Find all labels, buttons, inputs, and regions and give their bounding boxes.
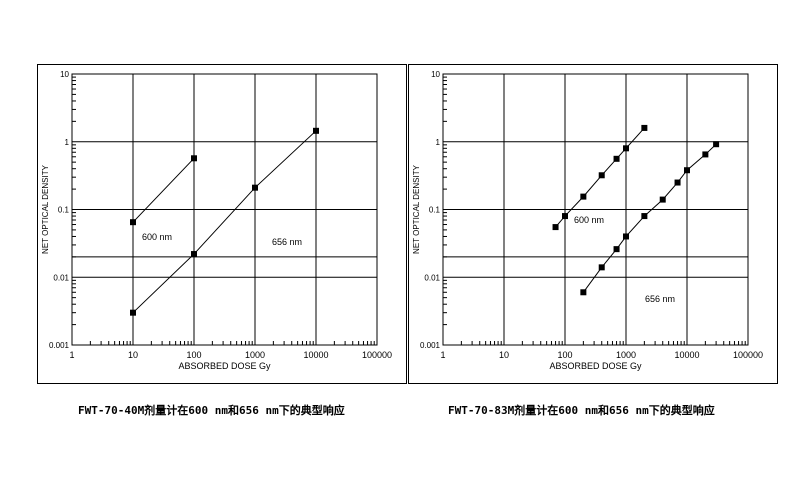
data-point: [684, 167, 690, 174]
chart-caption-left: FWT-70-40M剂量计在600 nm和656 nm下的典型响应: [78, 404, 345, 417]
series-1: 656 nm: [130, 127, 319, 316]
data-point: [659, 196, 666, 203]
chart-caption-right: FWT-70-83M剂量计在600 nm和656 nm下的典型响应: [448, 404, 715, 417]
x-tick-label: 100: [557, 350, 572, 360]
x-tick-label: 1000: [616, 350, 636, 360]
data-point: [641, 213, 648, 220]
data-point: [252, 184, 258, 191]
x-tick-label: 10000: [674, 350, 699, 360]
plot-area: 1 10 100 1000 10000 100000 0.001 0.01 0.1 1 10 ABSO…: [412, 70, 763, 371]
data-point: [674, 179, 681, 186]
y-tick-label: 10: [60, 70, 69, 79]
x-tick-label: 100000: [362, 350, 392, 360]
data-point: [641, 124, 648, 131]
y-tick-label: 0.01: [53, 273, 69, 282]
data-point: [313, 127, 319, 134]
data-point: [613, 246, 620, 253]
y-tick-label: 0.01: [424, 273, 440, 282]
data-point: [702, 151, 709, 158]
chart-panel-left: 1 10 100 1000 10000 100000 0.001 0.01 0.1 1 10 ABSO…: [37, 64, 407, 384]
y-axis-label: NET OPTICAL DENSITY: [412, 164, 421, 254]
data-point: [623, 145, 629, 152]
chart-panel-right: 1 10 100 1000 10000 100000 0.001 0.01 0.1 1 10 ABSO…: [408, 64, 778, 384]
x-tick-label: 10000: [303, 350, 328, 360]
y-axis-label: NET OPTICAL DENSITY: [41, 164, 50, 254]
series-line: [132, 157, 195, 223]
series-line: [132, 130, 317, 314]
x-tick-label: 10: [128, 350, 138, 360]
x-tick-label: 100: [186, 350, 201, 360]
y-tick-label: 0.1: [429, 206, 441, 215]
x-tick-label: 1: [440, 350, 445, 360]
x-tick-label: 1: [69, 350, 74, 360]
plot-border: [71, 73, 378, 346]
data-point: [130, 219, 136, 226]
data-point: [552, 224, 559, 231]
chart-left: 1 10 100 1000 10000 100000 0.001 0.01 0.1 1 10 ABSO…: [41, 70, 392, 371]
data-point: [130, 309, 136, 316]
data-point: [191, 155, 197, 162]
y-tick-label: 10: [431, 70, 440, 79]
data-point: [580, 289, 587, 296]
y-tick-label: 0.001: [420, 341, 441, 350]
chart-right: 1 10 100 1000 10000 100000 0.001 0.01 0.1 1 10 ABSO…: [412, 70, 763, 371]
x-tick-label: 10: [499, 350, 509, 360]
series-label: 656 nm: [645, 294, 675, 304]
series-0: 600 nm: [130, 155, 197, 242]
series-line: [582, 143, 717, 293]
data-point: [598, 264, 605, 271]
data-point: [580, 193, 587, 200]
data-point: [623, 233, 629, 240]
plot-area: 1 10 100 1000 10000 100000 0.001 0.01 0.1 1 10 ABSO…: [41, 70, 392, 371]
y-tick-label: 1: [436, 138, 441, 147]
data-point: [562, 213, 568, 220]
plot-border: [442, 73, 749, 346]
series-label: 600 nm: [574, 215, 604, 225]
data-point: [613, 155, 620, 162]
x-tick-label: 1000: [245, 350, 265, 360]
y-tick-label: 1: [65, 138, 70, 147]
series-label: 656 nm: [272, 237, 302, 247]
y-tick-label: 0.001: [49, 341, 70, 350]
series-1: 656 nm: [580, 141, 720, 304]
x-axis-label: ABSORBED DOSE Gy: [549, 361, 642, 371]
y-tick-label: 0.1: [58, 206, 70, 215]
data-point: [191, 251, 197, 258]
x-axis-label: ABSORBED DOSE Gy: [178, 361, 271, 371]
series-label: 600 nm: [142, 232, 172, 242]
data-point: [598, 172, 605, 179]
x-tick-label: 100000: [733, 350, 763, 360]
data-point: [713, 141, 720, 148]
series-0: 600 nm: [552, 124, 648, 231]
